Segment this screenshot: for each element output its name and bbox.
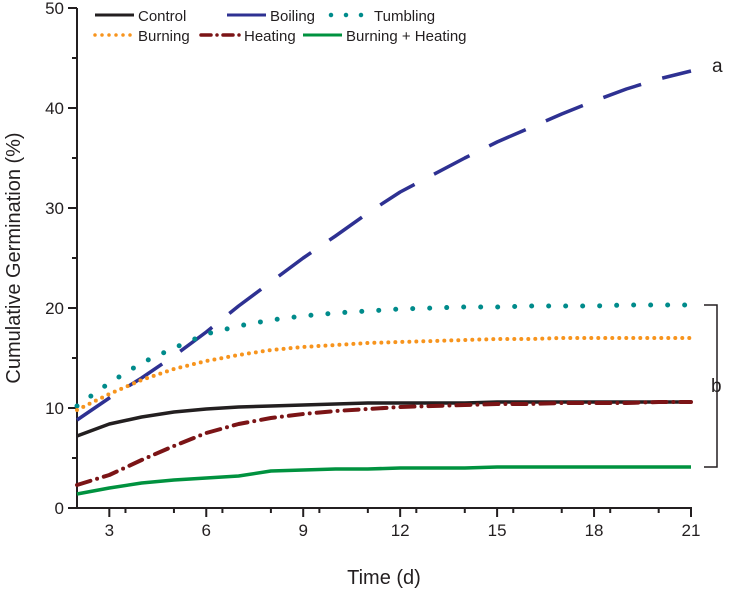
x-tick-label: 3 [105, 521, 114, 540]
annotation-a: a [712, 56, 723, 77]
x-tick-label: 18 [585, 521, 604, 540]
x-tick-label: 15 [488, 521, 507, 540]
x-tick-label: 9 [298, 521, 307, 540]
y-tick-label: 40 [45, 99, 64, 118]
y-tick-label: 30 [45, 199, 64, 218]
legend-label: Control [138, 8, 186, 25]
x-axis-label: Time (d) [347, 567, 421, 589]
axes: 0 10 20 30 40 50 3 6 9 12 15 18 21 [45, 0, 700, 540]
series-line-boiling [76, 69, 692, 422]
series-line-heating [75, 400, 693, 487]
series-line-tumbling [74, 302, 694, 409]
series-line-burning-heating [76, 465, 691, 496]
x-tick-label: 12 [391, 521, 410, 540]
legend-label: Burning + Heating [346, 28, 467, 45]
x-tick-label: 6 [202, 521, 211, 540]
series-lines [74, 69, 694, 496]
legend: Control Boiling Tumbling Burning Heating Burn… [93, 8, 467, 45]
y-tick-label: 20 [45, 299, 64, 318]
y-axis-label: Cumulative Germination (%) [3, 132, 25, 383]
x-tick-label: 21 [682, 521, 701, 540]
legend-label: Boiling [270, 8, 315, 25]
legend-label: Tumbling [374, 8, 435, 25]
y-tick-label: 0 [55, 499, 64, 518]
y-tick-label: 50 [45, 0, 64, 18]
y-tick-label: 10 [45, 399, 64, 418]
series-line-burning [75, 336, 693, 412]
annotation-b: b [711, 376, 722, 397]
annotation-bracket [704, 304, 718, 468]
annotations: ab [704, 56, 723, 468]
legend-label: Burning [138, 28, 190, 45]
legend-label: Heating [244, 28, 296, 45]
